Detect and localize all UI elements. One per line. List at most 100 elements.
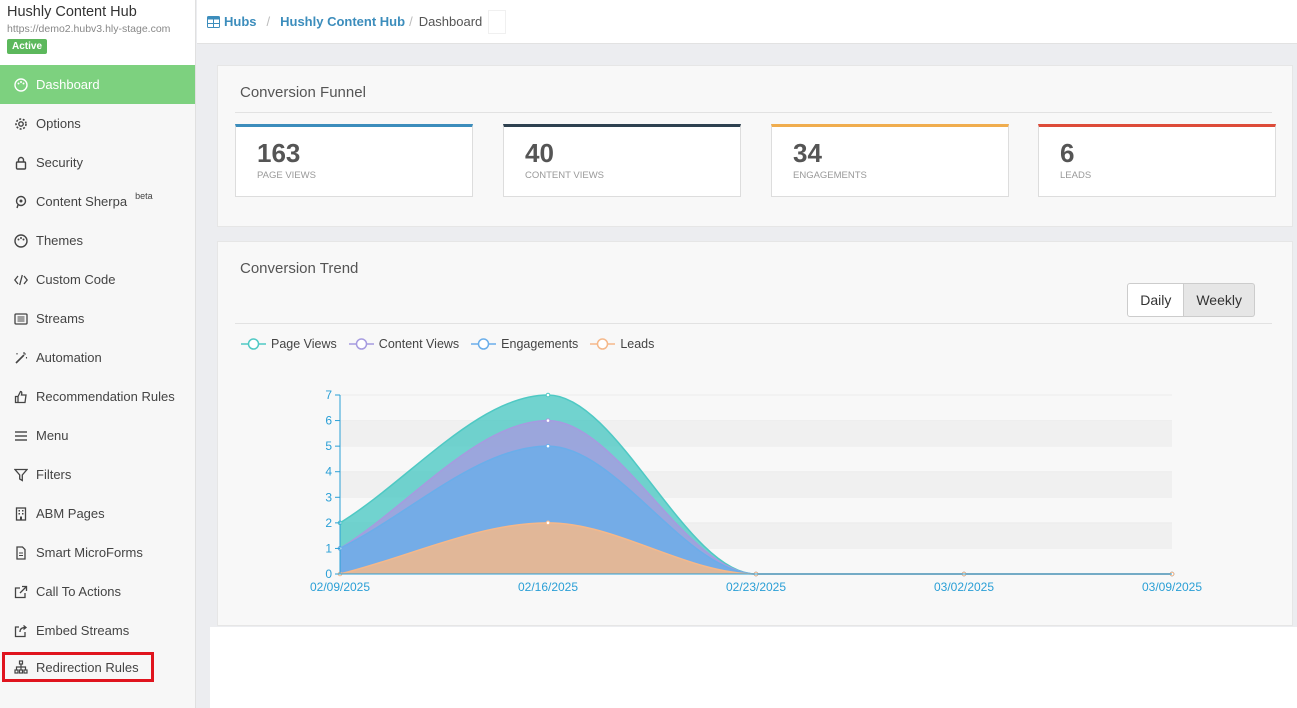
sidebar-item-label: Embed Streams <box>36 623 130 638</box>
lock-icon <box>12 154 29 171</box>
legend-label: Page Views <box>271 337 337 351</box>
y-tick-label: 6 <box>325 414 332 428</box>
sidebar-item-custom-code[interactable]: Custom Code <box>0 260 195 299</box>
breadcrumb-separator: / <box>266 14 271 29</box>
hub-title: Hushly Content Hub <box>7 4 187 20</box>
magic-wand-icon <box>12 349 29 366</box>
sidebar-item-label: Filters <box>36 467 72 482</box>
sidebar-item-label: Streams <box>36 311 85 326</box>
filter-icon <box>12 466 29 483</box>
thumbs-up-icon <box>12 388 29 405</box>
share-icon <box>12 622 29 639</box>
weekly-button[interactable]: Weekly <box>1184 283 1255 317</box>
data-point[interactable] <box>545 443 551 449</box>
sidebar-item-label: Smart MicroForms <box>36 545 143 560</box>
sidebar-item-streams[interactable]: Streams <box>0 299 195 338</box>
beta-tag: beta <box>135 190 153 201</box>
legend-label: Content Views <box>378 337 460 351</box>
sidebar-item-label: Dashboard <box>36 77 100 92</box>
funnel-label: PAGE VIEWS <box>257 170 316 181</box>
sidebar-item-abm-pages[interactable]: ABM Pages <box>0 494 195 533</box>
divider <box>235 323 1272 324</box>
daily-button[interactable]: Daily <box>1127 283 1185 317</box>
sidebar-item-label: Custom Code <box>36 272 116 287</box>
sitemap-icon <box>12 659 29 676</box>
x-tick-label: 03/02/2025 <box>934 580 994 594</box>
breadcrumb: Hubs / Hushly Content Hub / Dashboard <box>197 0 1297 44</box>
y-tick-label: 7 <box>325 388 332 402</box>
sidebar-item-label: Automation <box>36 350 102 365</box>
data-point[interactable] <box>545 392 551 398</box>
sidebar-item-security[interactable]: Security <box>0 143 195 182</box>
sidebar-item-label: Security <box>36 155 83 170</box>
x-tick-label: 02/23/2025 <box>726 580 786 594</box>
sidebar-item-redirection-rules[interactable]: Redirection Rules <box>2 652 154 682</box>
y-tick-label: 1 <box>325 541 332 555</box>
funnel-label: ENGAGEMENTS <box>793 170 867 181</box>
external-link-icon <box>12 583 29 600</box>
file-icon <box>12 544 29 561</box>
hub-url: https://demo2.hubv3.hly-stage.com <box>7 23 171 35</box>
funnel-card-content-views: 40 CONTENT VIEWS <box>503 124 741 197</box>
y-tick-label: 2 <box>325 516 332 530</box>
conversion-funnel-panel: Conversion Funnel 163 PAGE VIEWS 40 CONTENT… <box>217 65 1293 227</box>
sidebar-item-options[interactable]: Options <box>0 104 195 143</box>
legend-item[interactable]: Leads <box>590 337 654 351</box>
period-toggle: Daily Weekly <box>1127 283 1255 317</box>
breadcrumb-hub-link[interactable]: Hushly Content Hub <box>280 14 406 29</box>
legend-item[interactable]: Content Views <box>348 337 460 351</box>
sidebar-item-themes[interactable]: Themes <box>0 221 195 260</box>
legend-marker <box>590 338 616 350</box>
data-point[interactable] <box>545 520 551 526</box>
brand-block: Hushly Content Hub https://demo2.hubv3.h… <box>0 0 195 65</box>
funnel-card-leads: 6 LEADS <box>1038 124 1276 197</box>
sidebar-item-automation[interactable]: Automation <box>0 338 195 377</box>
blank-area <box>210 627 1297 708</box>
legend-marker <box>241 338 266 350</box>
y-tick-label: 0 <box>325 567 332 581</box>
sidebar-item-call-to-actions[interactable]: Call To Actions <box>0 572 195 611</box>
sidebar-item-label: Themes <box>36 233 83 248</box>
sidebar-item-label: Content Sherpa <box>36 194 128 209</box>
sidebar-item-label: ABM Pages <box>36 506 105 521</box>
area-leads <box>340 522 1172 574</box>
sidebar-item-menu[interactable]: Menu <box>0 416 195 455</box>
breadcrumb-separator: / <box>409 14 413 29</box>
legend-item[interactable]: Page Views <box>241 337 337 351</box>
gear-icon <box>12 115 29 132</box>
sidebar-item-content-sherpa[interactable]: Content Sherpa beta <box>0 182 195 221</box>
conversion-trend-title: Conversion Trend <box>240 260 359 277</box>
x-tick-label: 02/09/2025 <box>310 580 370 594</box>
funnel-value: 34 <box>793 138 822 168</box>
conversion-trend-panel: 0 1 2 3 4 5 6 7 02/09/2025 02/16/2025 02/23/2025 03… <box>217 241 1293 626</box>
sidebar-item-label: Redirection Rules <box>36 659 139 675</box>
y-tick-label: 4 <box>325 465 332 479</box>
sidebar-item-filters[interactable]: Filters <box>0 455 195 494</box>
legend-item[interactable]: Engagements <box>471 337 578 351</box>
funnel-card-page-views: 163 PAGE VIEWS <box>235 124 473 197</box>
sidebar-item-embed-streams[interactable]: Embed Streams <box>0 611 195 650</box>
funnel-value: 6 <box>1060 138 1075 168</box>
y-tick-label: 5 <box>325 439 332 453</box>
list-icon <box>12 310 29 327</box>
breadcrumb-current: Dashboard <box>418 14 483 29</box>
sidebar-item-recommendation-rules[interactable]: Recommendation Rules <box>0 377 195 416</box>
x-tick-label: 02/16/2025 <box>518 580 578 594</box>
funnel-value: 163 <box>257 138 301 168</box>
breadcrumb-hubs-link[interactable]: Hubs <box>207 14 257 29</box>
palette-icon <box>12 232 29 249</box>
table-icon <box>207 15 220 28</box>
sidebar-item-smart-microforms[interactable]: Smart MicroForms <box>0 533 195 572</box>
funnel-card-engagements: 34 ENGAGEMENTS <box>771 124 1009 197</box>
code-icon <box>12 271 29 288</box>
funnel-value: 40 <box>525 138 554 168</box>
data-point[interactable] <box>545 418 551 423</box>
legend-label: Leads <box>620 337 655 351</box>
palette-icon <box>12 76 29 93</box>
sidebar-item-dashboard[interactable]: Dashboard <box>0 65 195 104</box>
legend-label: Engagements <box>501 337 579 351</box>
sherpa-icon <box>12 193 29 210</box>
sidebar-item-label: Call To Actions <box>36 584 122 599</box>
divider <box>235 112 1272 113</box>
funnel-label: CONTENT VIEWS <box>525 170 604 181</box>
